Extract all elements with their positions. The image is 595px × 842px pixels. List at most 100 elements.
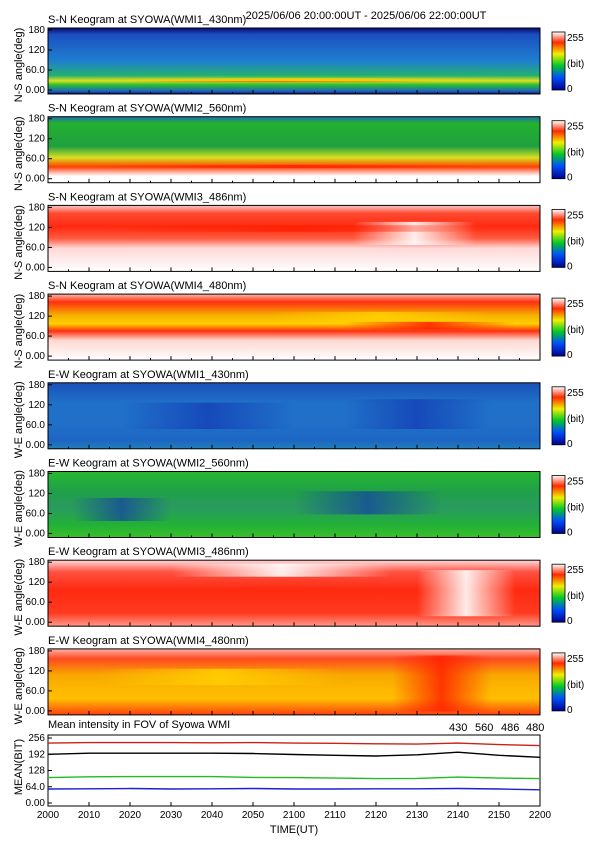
x-axis-label: TIME(UT) xyxy=(270,824,318,836)
keogram-y-axis-label: W-E angle(deg) xyxy=(13,381,25,458)
keogram-image xyxy=(48,116,540,183)
y-tick-label: 180 xyxy=(28,202,45,213)
colorbar-max-label: 255 xyxy=(567,654,584,665)
colorbar xyxy=(551,475,566,534)
colorbar-min-label: 0 xyxy=(567,705,573,716)
colorbar-max-label: 255 xyxy=(567,33,584,44)
colorbar-min-label: 0 xyxy=(567,439,573,450)
colorbar-max-label: 255 xyxy=(567,122,584,133)
y-tick-label: 0.00 xyxy=(26,440,46,451)
colorbar-unit-label: (bit) xyxy=(567,680,584,691)
keogram-y-axis-label: N-S angle(deg) xyxy=(13,28,25,103)
keogram-feature xyxy=(343,321,516,330)
keogram-image xyxy=(48,28,540,94)
y-tick-label: 60.0 xyxy=(26,420,46,431)
keogram-feature xyxy=(97,164,491,169)
colorbar xyxy=(551,120,566,180)
y-tick-label: 0.00 xyxy=(26,529,46,540)
colorbar xyxy=(551,386,566,446)
mean-y-tick-label: 192 xyxy=(28,749,45,760)
keogram-title: S-N Keogram at SYOWA(WMI4_480nm) xyxy=(48,280,246,292)
mean-y-axis-label: MEAN(BIT) xyxy=(13,739,25,795)
x-tick-label: 2010 xyxy=(78,810,101,821)
mean-y-tick-label: 128 xyxy=(28,766,45,777)
colorbar xyxy=(551,208,566,268)
keogram-panel: S-N Keogram at SYOWA(WMI1_430nm)180 120 60… xyxy=(13,14,584,102)
y-tick-label: 180 xyxy=(28,646,45,657)
legend-486: 486 xyxy=(501,722,519,734)
y-tick-label: 120 xyxy=(28,134,45,145)
y-tick-label: 60.0 xyxy=(26,686,46,697)
mean-lines xyxy=(47,741,541,791)
legend-560: 560 xyxy=(475,722,493,734)
y-tick-label: 0.00 xyxy=(26,351,46,362)
x-tick-label: 2200 xyxy=(529,810,552,821)
keogram-panel: S-N Keogram at SYOWA(WMI2_560nm)180 120 60… xyxy=(13,103,584,191)
x-tick-label: 2120 xyxy=(365,810,388,821)
keogram-panels: S-N Keogram at SYOWA(WMI1_430nm)18012060… xyxy=(13,14,584,724)
colorbar-unit-label: (bit) xyxy=(567,148,584,159)
y-tick-label: 60.0 xyxy=(26,154,46,165)
keogram-feature xyxy=(72,497,171,521)
x-tick-label: 2030 xyxy=(160,810,183,821)
colorbar-min-label: 0 xyxy=(567,528,573,539)
y-tick-label: 0.00 xyxy=(26,706,46,717)
colorbar-min-label: 0 xyxy=(567,261,573,272)
keogram-feature xyxy=(294,491,442,515)
x-tick-label: 2150 xyxy=(488,810,511,821)
y-tick-label: 120 xyxy=(28,311,45,322)
keogram-title: S-N Keogram at SYOWA(WMI1_430nm) xyxy=(48,14,246,26)
mean-chart-title: Mean intensity in FOV of Syowa WMI xyxy=(48,719,230,731)
mean-line-430 xyxy=(47,787,541,791)
mean-line-560 xyxy=(47,775,541,780)
y-tick-label: 180 xyxy=(28,25,45,36)
y-tick-label: 0.00 xyxy=(26,85,46,96)
keogram-y-axis-label: N-S angle(deg) xyxy=(13,294,25,369)
x-tick-label: 2020 xyxy=(119,810,142,821)
colorbar-max-label: 255 xyxy=(567,565,584,576)
keogram-y-axis-label: N-S angle(deg) xyxy=(13,205,25,280)
mean-y-tick-label: 0.00 xyxy=(26,798,46,809)
colorbar-max-label: 255 xyxy=(567,388,584,399)
colorbar-unit-label: (bit) xyxy=(567,503,584,514)
keogram-title: E-W Keogram at SYOWA(WMI2_560nm) xyxy=(48,458,249,470)
colorbar-min-label: 0 xyxy=(567,84,573,95)
y-tick-label: 0.00 xyxy=(26,262,46,273)
y-tick-label: 120 xyxy=(28,666,45,677)
keogram-y-axis-label: N-S angle(deg) xyxy=(13,116,25,191)
colorbar-unit-label: (bit) xyxy=(567,414,584,425)
y-tick-label: 180 xyxy=(28,114,45,125)
time-range-header: 2025/06/06 20:00:00UT - 2025/06/06 22:00… xyxy=(246,10,487,22)
colorbar xyxy=(551,652,566,712)
colorbar-max-label: 255 xyxy=(567,299,584,310)
keogram-panel: E-W Keogram at SYOWA(WMI4_480nm)180 120 60… xyxy=(13,635,584,724)
legend-480: 480 xyxy=(526,722,544,734)
keogram-feature xyxy=(97,225,491,232)
colorbar xyxy=(551,563,566,623)
mean-line-480 xyxy=(47,751,541,758)
keogram-feature xyxy=(269,311,491,324)
colorbar-unit-label: (bit) xyxy=(567,591,584,602)
x-tick-label: 2110 xyxy=(324,810,346,821)
keogram-feature xyxy=(343,399,491,429)
y-tick-label: 120 xyxy=(28,222,45,233)
keogram-feature xyxy=(392,655,491,712)
keogram-feature xyxy=(417,570,516,617)
colorbar-unit-label: (bit) xyxy=(567,325,584,336)
y-tick-label: 120 xyxy=(28,489,45,500)
keogram-feature xyxy=(57,78,541,82)
mean-line-486 xyxy=(47,741,541,747)
mean-legend: 430 560 486 480 xyxy=(449,722,544,734)
keogram-panel: E-W Keogram at SYOWA(WMI2_560nm)180 120 60… xyxy=(13,458,584,547)
keogram-title: E-W Keogram at SYOWA(WMI4_480nm) xyxy=(48,635,249,647)
y-tick-label: 60.0 xyxy=(26,242,46,253)
keogram-y-axis-label: W-E angle(deg) xyxy=(13,470,25,547)
colorbar-min-label: 0 xyxy=(567,173,573,184)
keogram-panel: E-W Keogram at SYOWA(WMI3_486nm)180 120 60… xyxy=(13,546,584,635)
colorbar-max-label: 255 xyxy=(567,210,584,221)
y-tick-label: 180 xyxy=(28,291,45,302)
y-tick-label: 180 xyxy=(28,380,45,391)
x-tick-label: 2000 xyxy=(37,810,60,821)
colorbar-unit-label: (bit) xyxy=(567,236,584,247)
colorbar-min-label: 0 xyxy=(567,616,573,627)
